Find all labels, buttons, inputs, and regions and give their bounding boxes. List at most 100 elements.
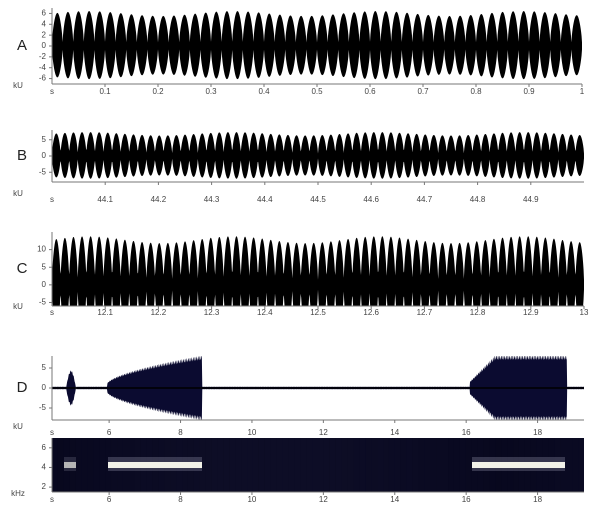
y-tick-label: -5 [39,167,47,176]
y-tick-label: 2 [42,482,47,491]
x-tick-label: 0.2 [152,87,164,96]
x-tick-label: 12.2 [151,308,167,317]
noise [252,438,259,492]
noise [400,438,407,492]
noise [436,438,443,492]
panel-label: D [17,379,28,396]
noise [258,438,265,492]
y-tick-label: 6 [42,9,47,18]
y-tick-label: -2 [39,52,47,61]
x-axis-label: s [50,195,54,204]
noise [229,438,236,492]
y-axis-label: kU [13,81,23,90]
waveform [52,132,584,179]
x-tick-label: 13 [580,308,589,317]
noise [294,438,301,492]
noise [217,438,224,492]
noise [329,438,336,492]
noise [394,438,401,492]
x-tick-label: 6 [107,495,112,504]
y-tick-label: 5 [42,262,47,271]
y-axis-label: kU [13,189,23,198]
y-tick-label: 4 [42,19,47,28]
noise [347,438,354,492]
x-tick-label: 12.3 [204,308,220,317]
x-tick-label: 10 [247,428,256,437]
x-axis-label: s [50,495,54,504]
y-axis-label: kU [13,422,23,431]
y-tick-label: -5 [39,403,47,412]
noise [247,438,253,492]
y-tick-label: 10 [37,245,46,254]
y-tick-label: -6 [39,74,47,83]
noise [442,438,449,492]
noise [572,438,579,492]
noise [99,438,106,492]
x-tick-label: 16 [462,495,471,504]
noise [448,438,454,492]
x-tick-label: 12.7 [417,308,433,317]
y-tick-label: 6 [42,443,47,452]
noise [406,438,413,492]
x-tick-label: 12.8 [470,308,486,317]
y-tick-label: 5 [42,363,47,372]
harmonic [108,462,202,468]
x-axis-label: s [50,308,54,317]
x-tick-label: 44.6 [363,195,379,204]
x-tick-label: 0.6 [364,87,376,96]
y-tick-label: 0 [42,151,47,160]
noise [199,438,206,492]
noise [412,438,419,492]
noise [418,438,425,492]
noise [318,438,324,492]
y-tick-label: -5 [39,298,47,307]
x-tick-label: 44.2 [151,195,167,204]
waveform [52,236,584,306]
x-tick-label: 0.9 [523,87,535,96]
y-tick-label: 0 [42,41,47,50]
x-tick-label: 0.5 [311,87,323,96]
noise [323,438,330,492]
x-axis-label: s [50,87,54,96]
noise [75,438,82,492]
x-tick-label: 18 [533,428,542,437]
x-tick-label: 44.9 [523,195,539,204]
x-tick-label: 12.9 [523,308,539,317]
x-tick-label: 8 [178,495,183,504]
noise [465,438,472,492]
harmonic [64,462,76,468]
noise [52,438,58,492]
x-tick-label: 12 [319,428,328,437]
x-tick-label: 0.3 [205,87,217,96]
noise [235,438,242,492]
x-tick-label: 1 [580,87,585,96]
noise [205,438,212,492]
noise [335,438,342,492]
x-tick-label: 12.1 [97,308,113,317]
y-tick-label: 2 [42,30,47,39]
x-tick-label: 0.8 [470,87,482,96]
noise [300,438,307,492]
x-tick-label: 44.8 [470,195,486,204]
x-tick-label: 8 [178,428,183,437]
noise [270,438,277,492]
noise [453,438,460,492]
noise [223,438,230,492]
noise [383,438,389,492]
noise [264,438,271,492]
x-tick-label: 0.7 [417,87,429,96]
x-tick-label: 44.3 [204,195,220,204]
x-tick-label: 14 [390,428,399,437]
noise [353,438,360,492]
waveform [52,11,582,80]
noise [81,438,88,492]
noise [93,438,100,492]
x-tick-label: 44.1 [97,195,113,204]
noise [459,438,466,492]
y-axis-label: kHz [11,489,25,498]
x-tick-label: 44.4 [257,195,273,204]
x-tick-label: 16 [462,428,471,437]
y-tick-label: -4 [39,63,47,72]
x-tick-label: 44.7 [417,195,433,204]
